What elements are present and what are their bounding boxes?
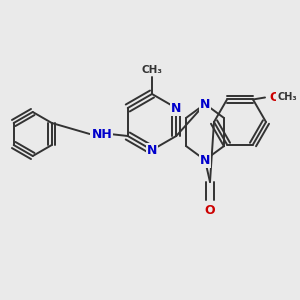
Text: N: N — [171, 101, 181, 115]
Text: O: O — [205, 203, 215, 217]
Text: CH₃: CH₃ — [277, 92, 297, 103]
Text: N: N — [200, 154, 210, 166]
Text: NH: NH — [92, 128, 112, 140]
Text: O: O — [270, 91, 280, 104]
Text: N: N — [200, 98, 210, 110]
Text: CH₃: CH₃ — [142, 65, 163, 75]
Text: N: N — [147, 143, 157, 157]
